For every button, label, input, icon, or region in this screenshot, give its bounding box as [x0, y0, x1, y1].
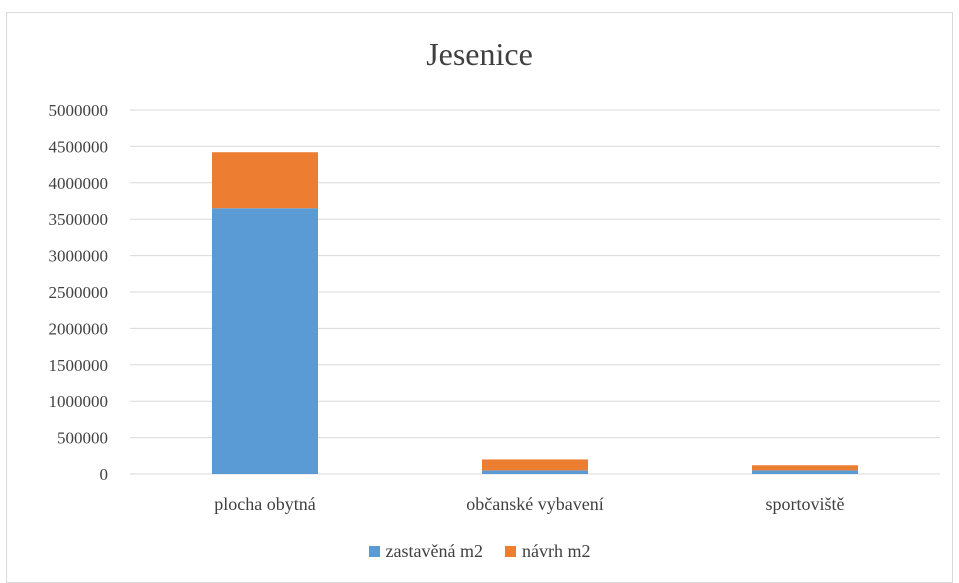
y-tick-label: 2000000 [49, 319, 109, 338]
legend-item-navrh: návrh m2 [504, 541, 591, 562]
y-tick-label: 4000000 [49, 174, 109, 193]
bars [212, 152, 858, 474]
y-tick-label: 4500000 [49, 137, 109, 156]
y-tick-label: 5000000 [49, 101, 109, 120]
x-category-label: plocha obytná [214, 494, 315, 514]
legend-item-zastavena: zastavěná m2 [368, 541, 483, 562]
y-tick-label: 3500000 [49, 210, 109, 229]
legend: zastavěná m2 návrh m2 [0, 541, 959, 562]
bar-segment [212, 152, 318, 209]
bar-segment [752, 465, 858, 471]
chart-title: Jesenice [426, 36, 533, 72]
y-tick-label: 0 [100, 465, 109, 484]
y-tick-label: 500000 [57, 429, 108, 448]
y-axis-ticks: 0 500000 1000000 1500000 2000000 2500000 30000… [49, 101, 109, 484]
legend-label: návrh m2 [521, 541, 591, 561]
bar-segment [212, 208, 318, 474]
y-tick-label: 1000000 [49, 392, 109, 411]
legend-label: zastavěná m2 [385, 541, 483, 561]
legend-swatch [368, 546, 380, 557]
legend-swatch [504, 546, 516, 557]
bar-segment [482, 459, 588, 471]
x-category-label: občanské vybavení [466, 494, 603, 514]
y-tick-label: 1500000 [49, 356, 109, 375]
y-tick-label: 2500000 [49, 283, 109, 302]
x-category-label: sportoviště [766, 494, 845, 514]
bar-segment [482, 470, 588, 474]
chart-frame [6, 12, 953, 583]
y-tick-label: 3000000 [49, 247, 109, 266]
x-axis-labels: plocha obytná občanské vybavení sportovišt… [214, 494, 844, 514]
bar-segment [752, 470, 858, 474]
